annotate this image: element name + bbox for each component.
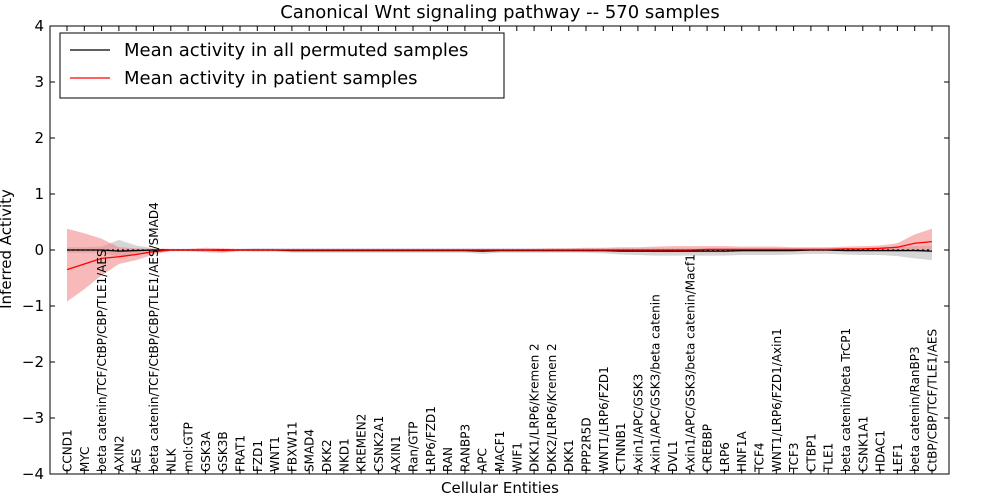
x-tick-label: mol:GTP xyxy=(182,422,196,472)
x-tick-label: WNT1/LRP6/FZD1/Axin1 xyxy=(770,328,784,472)
x-tick-label: CtBP/CBP/TCF/TLE1/AES xyxy=(926,329,940,472)
y-axis-label: Inferred Activity xyxy=(0,189,15,309)
x-tick-label: DKK1/LRP6/Kremen 2 xyxy=(528,343,542,472)
x-tick-label: SMAD4 xyxy=(303,429,317,472)
x-tick-label: RAN xyxy=(441,447,455,472)
x-tick-label: WNT1/LRP6/FZD1 xyxy=(597,366,611,472)
x-tick-label: CTBP1 xyxy=(804,433,818,472)
x-tick-label: MACF1 xyxy=(493,431,507,472)
y-tick-label: −1 xyxy=(22,297,44,315)
legend-label-permuted: Mean activity in all permuted samples xyxy=(124,40,468,61)
x-tick-label: KREMEN2 xyxy=(355,414,369,472)
x-tick-label: NKD1 xyxy=(337,438,351,472)
x-tick-label: APC xyxy=(476,448,490,472)
x-tick-label: CSNK2A1 xyxy=(372,416,386,472)
x-tick-label: beta catenin/RanBP3 xyxy=(908,346,922,472)
patient-mean-line xyxy=(66,240,933,271)
x-tick-label: FRAT1 xyxy=(234,435,248,472)
y-tick-label: 1 xyxy=(34,185,44,203)
y-tick-label: −3 xyxy=(22,409,44,427)
y-tick-label: 3 xyxy=(34,73,44,91)
x-tick-label: CREBBP xyxy=(701,424,715,472)
x-tick-label: AES xyxy=(130,449,144,472)
x-tick-label: NLK xyxy=(164,447,178,472)
y-tick-label: −4 xyxy=(22,465,44,483)
y-tick-label: 4 xyxy=(34,17,44,35)
x-tick-label: PPP2R5D xyxy=(580,417,594,472)
legend: Mean activity in all permuted samples Me… xyxy=(59,32,505,99)
x-tick-label: LRP6 xyxy=(718,442,732,472)
patient-band xyxy=(67,228,932,302)
chart-title: Canonical Wnt signaling pathway -- 570 s… xyxy=(280,2,720,23)
x-tick-label: beta catenin/TCF/CtBP/CBP/TLE1/AES xyxy=(95,249,109,472)
x-tick-label: DVL1 xyxy=(666,440,680,472)
x-tick-label: FZD1 xyxy=(251,440,265,472)
x-tick-label: GSK3A xyxy=(199,431,213,472)
x-tick-label: MYC xyxy=(78,447,92,472)
x-tick-label: GSK3B xyxy=(216,431,230,472)
x-tick-label: AXIN2 xyxy=(112,435,126,472)
x-tick-label: LRP6/FZD1 xyxy=(424,406,438,472)
x-tick-label: TCF3 xyxy=(787,442,801,473)
x-tick-label: beta catenin/TCF/CtBP/CBP/TLE1/AES/SMAD4 xyxy=(147,202,161,472)
y-tick-label: −2 xyxy=(22,353,44,371)
x-tick-label: WIF1 xyxy=(510,442,524,472)
x-tick-label: LEF1 xyxy=(891,443,905,472)
legend-box xyxy=(59,32,505,99)
x-tick-label: beta catenin/beta TrCP1 xyxy=(839,328,853,472)
x-tick-label: CSNK1A1 xyxy=(856,416,870,472)
x-tick-label: DKK1 xyxy=(562,439,576,472)
x-tick-label: Ran/GTP xyxy=(407,421,421,472)
y-tick-label: 2 xyxy=(34,129,44,147)
y-tick-label: 0 xyxy=(34,241,44,259)
x-tick-label: WNT1 xyxy=(268,436,282,472)
x-axis-label: Cellular Entities xyxy=(441,479,559,497)
x-tick-label: DKK2/LRP6/Kremen 2 xyxy=(545,343,559,472)
x-tick-label: CCND1 xyxy=(61,429,75,472)
x-tick-label: DKK2 xyxy=(320,439,334,472)
x-tick-label: TLE1 xyxy=(822,443,836,473)
x-tick-label: Axin1/APC/GSK3 xyxy=(631,374,645,472)
x-tick-label: TCF4 xyxy=(753,442,767,473)
x-tick-label: Axin1/APC/GSK3/beta catenin/Macf1 xyxy=(683,254,697,472)
x-tick-label: HNF1A xyxy=(735,430,749,472)
x-tick-label: HDAC1 xyxy=(874,430,888,472)
x-tick-label: AXIN1 xyxy=(389,435,403,472)
x-tick-label: RANBP3 xyxy=(458,424,472,472)
x-tick-label: Axin1/APC/GSK3/beta catenin xyxy=(649,294,663,472)
legend-label-patient: Mean activity in patient samples xyxy=(124,68,418,89)
x-tick-label: FBXW11 xyxy=(285,422,299,473)
x-tick-label: CTNNB1 xyxy=(614,422,628,472)
